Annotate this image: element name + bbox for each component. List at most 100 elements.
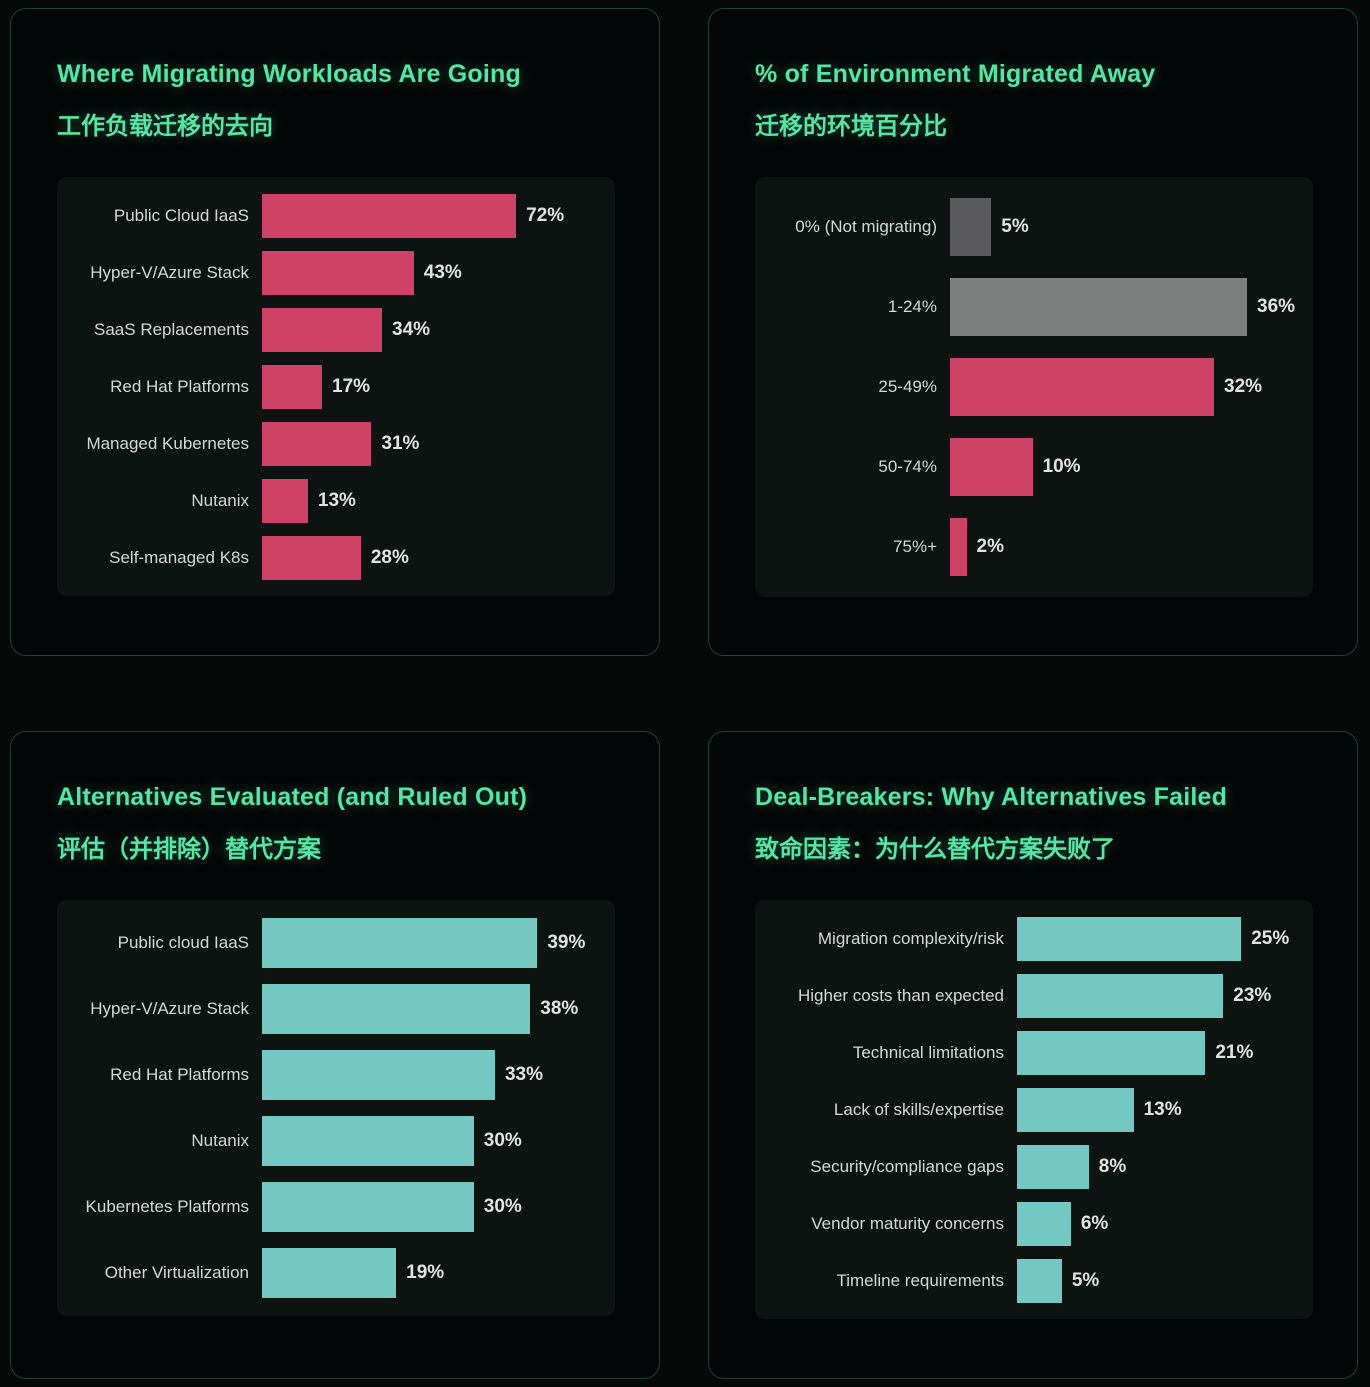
card-migrating-workloads-destination: Where Migrating Workloads Are Going 工作负载… xyxy=(10,8,660,656)
bar-value: 6% xyxy=(1080,1212,1109,1234)
bar-track: 13% xyxy=(1017,1087,1313,1132)
bar-chart: Public Cloud IaaS 72% Hyper-V/Azure Stack 4… xyxy=(57,177,615,596)
bar-chart-rows: Public cloud IaaS 39% Hyper-V/Azure Stack 3… xyxy=(57,910,615,1306)
bar xyxy=(262,478,308,523)
bar-value: 19% xyxy=(406,1262,445,1283)
bar-label: Lack of skills/expertise xyxy=(833,1099,1004,1119)
bar xyxy=(262,193,517,238)
chart-row: 1-24% 36% xyxy=(755,267,1313,347)
bar xyxy=(262,421,372,466)
chart-row: Security/compliance gaps 8% xyxy=(755,1138,1313,1195)
bar-track: 23% xyxy=(1017,973,1313,1018)
bar xyxy=(950,278,1247,336)
bar xyxy=(262,535,361,580)
chart-row: Public Cloud IaaS 72% xyxy=(57,187,615,244)
bar-value: 30% xyxy=(483,1196,522,1217)
bar-value: 72% xyxy=(526,204,565,226)
chart-row: SaaS Replacements 34% xyxy=(57,301,615,358)
card-environment-migrated-away: % of Environment Migrated Away 迁移的环境百分比 … xyxy=(708,8,1358,656)
chart-row: Kubernetes Platforms 30% xyxy=(57,1174,615,1240)
bar-track: 36% xyxy=(950,278,1313,336)
bar-track: 17% xyxy=(262,364,615,409)
bar-value: 5% xyxy=(1071,1269,1100,1291)
bar-label: 75%+ xyxy=(893,537,937,556)
bar-value: 32% xyxy=(1224,376,1263,397)
bar xyxy=(262,1050,495,1100)
chart-row: Nutanix 13% xyxy=(57,472,615,529)
bar-value: 23% xyxy=(1233,984,1272,1006)
bar-label: Public Cloud IaaS xyxy=(113,205,249,225)
bar-label: Kubernetes Platforms xyxy=(85,1197,249,1216)
bar xyxy=(1017,1087,1134,1132)
bar xyxy=(262,1248,397,1298)
bar xyxy=(950,438,1033,496)
bar-track: 5% xyxy=(1017,1258,1313,1303)
chart-row: Managed Kubernetes 31% xyxy=(57,415,615,472)
chart-row: Migration complexity/risk 25% xyxy=(755,910,1313,967)
bar-label: Red Hat Platforms xyxy=(110,1065,249,1084)
bar-track: 28% xyxy=(262,535,615,580)
bar-track: 8% xyxy=(1017,1144,1313,1189)
bar-value: 39% xyxy=(547,932,586,953)
bar-track: 10% xyxy=(950,438,1313,496)
chart-row: Vendor maturity concerns 6% xyxy=(755,1195,1313,1252)
bar-track: 6% xyxy=(1017,1201,1313,1246)
bar-track: 5% xyxy=(950,198,1313,256)
bar-track: 2% xyxy=(950,518,1313,576)
bar xyxy=(262,1182,474,1232)
chart-row: Red Hat Platforms 33% xyxy=(57,1042,615,1108)
bar xyxy=(1017,1144,1089,1189)
chart-subtitle-zh: 评估（并排除）替代方案 xyxy=(57,836,321,863)
bar-chart: 0% (Not migrating) 5% 1-24% 36% 25-49% 32% 50-… xyxy=(755,177,1313,597)
bar-label: Higher costs than expected xyxy=(797,985,1004,1005)
bar-value: 13% xyxy=(317,489,356,511)
chart-subtitle-zh: 致命因素：为什么替代方案失败了 xyxy=(755,836,1115,863)
chart-row: 0% (Not migrating) 5% xyxy=(755,187,1313,267)
bar xyxy=(262,364,322,409)
chart-row: Nutanix 30% xyxy=(57,1108,615,1174)
bar-label: 50-74% xyxy=(878,457,937,476)
bar-value: 43% xyxy=(423,261,462,283)
bar-label: Hyper-V/Azure Stack xyxy=(90,999,249,1018)
bar-label: Hyper-V/Azure Stack xyxy=(90,262,249,282)
chart-row: Timeline requirements 5% xyxy=(755,1252,1313,1309)
bar xyxy=(262,1116,474,1166)
bar-value: 31% xyxy=(381,432,420,454)
bar-label: Timeline requirements xyxy=(836,1270,1004,1290)
bar-chart-rows: Public Cloud IaaS 72% Hyper-V/Azure Stack 4… xyxy=(57,187,615,586)
chart-title: Alternatives Evaluated (and Ruled Out) xyxy=(57,783,528,811)
bar-label: Security/compliance gaps xyxy=(810,1156,1004,1176)
bar-label: Migration complexity/risk xyxy=(817,928,1004,948)
bar-label: Other Virtualization xyxy=(104,1263,249,1282)
card-deal-breakers: Deal-Breakers: Why Alternatives Failed 致… xyxy=(708,731,1358,1379)
bar xyxy=(1017,916,1242,961)
bar xyxy=(1017,1258,1062,1303)
bar-value: 28% xyxy=(370,546,409,568)
bar-label: 25-49% xyxy=(878,377,937,396)
bar-track: 31% xyxy=(262,421,615,466)
chart-subtitle-zh: 迁移的环境百分比 xyxy=(755,113,947,140)
bar xyxy=(262,984,531,1034)
bar-track: 30% xyxy=(262,1116,615,1166)
bar-track: 33% xyxy=(262,1050,615,1100)
bar-label: Managed Kubernetes xyxy=(86,433,249,453)
bar-value: 5% xyxy=(1001,216,1029,237)
bar-chart-rows: Migration complexity/risk 25% Higher costs… xyxy=(755,910,1313,1309)
bar-value: 13% xyxy=(1143,1098,1182,1120)
bar-value: 10% xyxy=(1042,456,1081,477)
bar-label: Technical limitations xyxy=(852,1042,1004,1062)
chart-title: Where Migrating Workloads Are Going xyxy=(57,60,521,88)
bar-value: 21% xyxy=(1215,1041,1254,1063)
bar-track: 25% xyxy=(1017,916,1313,961)
bar-chart: Migration complexity/risk 25% Higher costs… xyxy=(755,900,1313,1319)
bar xyxy=(950,358,1214,416)
bar-track: 21% xyxy=(1017,1030,1313,1075)
bar-track: 39% xyxy=(262,918,615,968)
bar xyxy=(262,918,538,968)
chart-title: % of Environment Migrated Away xyxy=(755,60,1156,88)
chart-row: Hyper-V/Azure Stack 43% xyxy=(57,244,615,301)
chart-row: Red Hat Platforms 17% xyxy=(57,358,615,415)
bar-value: 8% xyxy=(1098,1155,1127,1177)
chart-subtitle-zh: 工作负载迁移的去向 xyxy=(57,113,273,140)
chart-row: Higher costs than expected 23% xyxy=(755,967,1313,1024)
